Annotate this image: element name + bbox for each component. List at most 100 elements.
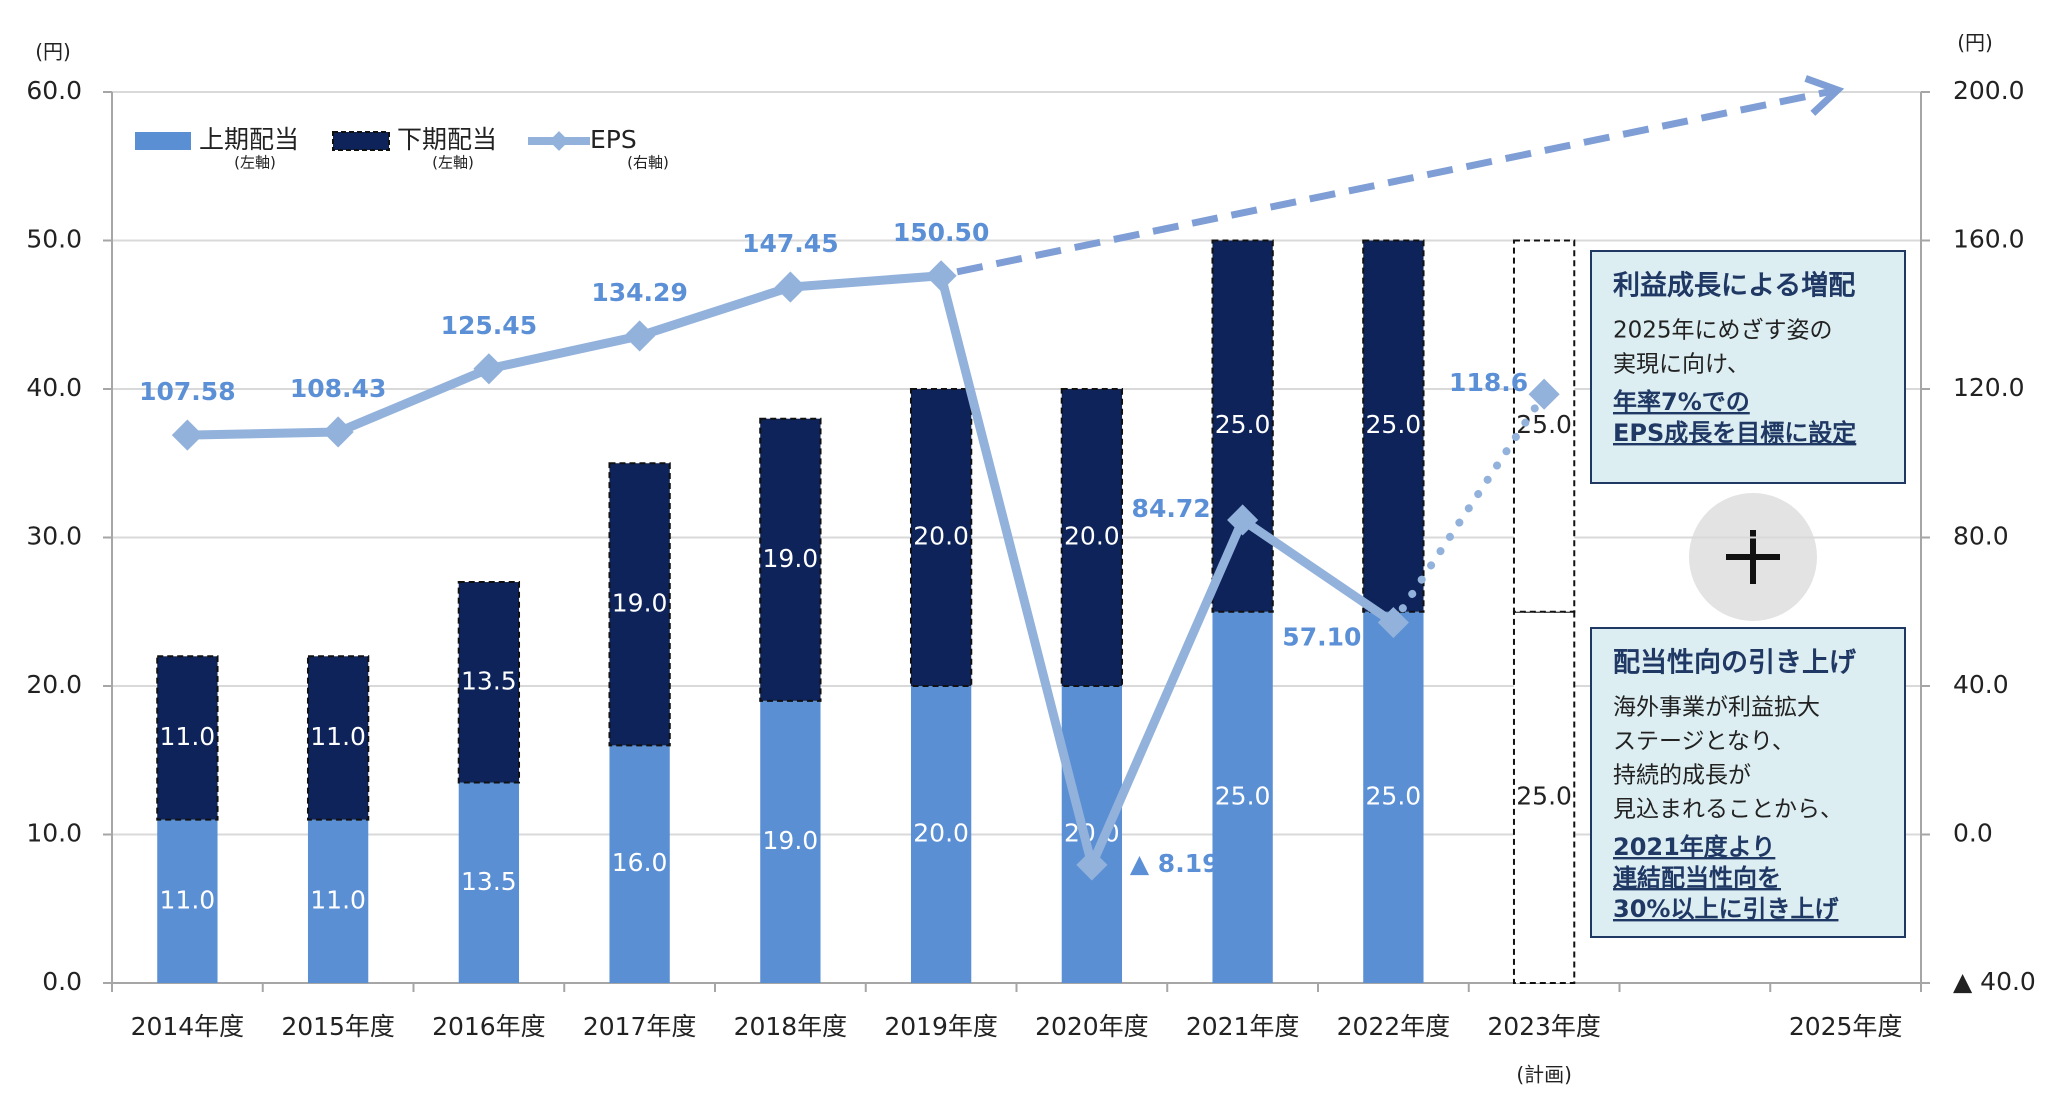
- bar-value-label: 11.0: [160, 722, 216, 751]
- annotation-title: 利益成長による増配: [1613, 270, 1855, 302]
- eps-value-label: 134.29: [591, 278, 687, 307]
- legend-label: 上期配当: [199, 125, 299, 154]
- eps-marker: [473, 353, 505, 385]
- target-arrow: [956, 86, 1839, 276]
- bar-segment: [609, 745, 670, 983]
- y-tick-label: 10.0: [26, 819, 82, 848]
- bar-value-label: 11.0: [310, 722, 366, 751]
- bar-value-label: 20.0: [1064, 522, 1120, 551]
- x-tick-label: 2015年度: [281, 1012, 395, 1041]
- planned-note: (計画): [1516, 1063, 1572, 1087]
- annotation-title: 配当性向の引き上げ: [1613, 647, 1857, 679]
- x-tick-label: 2020年度: [1035, 1012, 1149, 1041]
- bar-value-label: 25.0: [1215, 410, 1271, 439]
- bar-segment: [910, 686, 972, 983]
- eps-marker: [1528, 378, 1560, 410]
- eps-value-label: 108.43: [290, 374, 386, 403]
- eps-marker: [322, 416, 354, 448]
- bar-value-label: 19.0: [763, 826, 819, 855]
- annotation-line: ステージとなり、: [1613, 729, 1795, 755]
- annotation-emphasis: 連結配当性向を: [1613, 864, 1781, 892]
- bar-segment: [1061, 686, 1123, 983]
- legend-swatch: [135, 132, 191, 150]
- bar-value-label: 13.5: [461, 666, 517, 695]
- bar-segment: [608, 462, 671, 747]
- y2-tick-label: ▲ 40.0: [1953, 967, 2036, 996]
- legend-note: (左軸): [234, 154, 276, 172]
- eps-value-label: 118.6: [1449, 368, 1528, 397]
- annotation-line: 見込まれることから、: [1613, 797, 1843, 823]
- bar-segment: [457, 581, 521, 784]
- eps-value-label: 147.45: [742, 229, 838, 258]
- bar-segment: [458, 782, 520, 983]
- eps-value-label: 84.72: [1132, 494, 1211, 523]
- x-tick-label: 2022年度: [1337, 1012, 1451, 1041]
- legend-note: (左軸): [432, 154, 474, 172]
- annotation-line: 実現に向け、: [1613, 352, 1750, 378]
- annotation-box: [1590, 250, 1906, 484]
- bar-segment: [1211, 239, 1274, 613]
- plus-sign: [1726, 530, 1780, 584]
- bar-segment: [1060, 388, 1124, 687]
- bar-segment: [157, 819, 218, 983]
- y-tick-label: 20.0: [26, 670, 82, 699]
- target-arrowhead: [1804, 75, 1845, 116]
- bar-value-label: 19.0: [612, 588, 668, 617]
- bar-value-label: 13.5: [461, 867, 517, 896]
- x-tick-label: 2019年度: [884, 1012, 998, 1041]
- eps-marker: [624, 320, 656, 352]
- legend-marker: [549, 131, 569, 151]
- eps-value-label: 107.58: [139, 377, 235, 406]
- y2-tick-label: 160.0: [1953, 225, 2025, 254]
- bar-value-label: 11.0: [160, 885, 216, 914]
- annotation-emphasis: EPS成長を目標に設定: [1613, 419, 1856, 447]
- y2-axis-unit: (円): [1957, 31, 1993, 55]
- legend-label: 下期配当: [397, 125, 497, 154]
- y-axis-unit: (円): [35, 40, 71, 64]
- eps-marker: [171, 419, 203, 451]
- y2-tick-label: 80.0: [1953, 522, 2009, 551]
- annotation-line: 海外事業が利益拡大: [1613, 695, 1820, 721]
- y-tick-label: 40.0: [26, 373, 82, 402]
- eps-value-label: ▲ 8.19: [1130, 849, 1220, 878]
- eps-marker: [774, 271, 806, 303]
- legend-label: EPS: [590, 125, 637, 154]
- bar-value-label: 19.0: [763, 544, 819, 573]
- bar-segment: [1362, 239, 1425, 613]
- annotation-emphasis: 年率7%での: [1613, 388, 1750, 416]
- y-tick-label: 30.0: [26, 522, 82, 551]
- bar-value-label: 20.0: [913, 522, 969, 551]
- bar-value-label: 25.0: [1366, 410, 1422, 439]
- y-tick-label: 50.0: [26, 225, 82, 254]
- bar-segment: [307, 819, 369, 983]
- legend-swatch: [332, 131, 390, 151]
- bar-value-label: 20.0: [913, 819, 969, 848]
- eps-marker: [925, 260, 957, 292]
- x-tick-label: 2018年度: [734, 1012, 848, 1041]
- annotation-emphasis: 2021年度より: [1613, 833, 1775, 861]
- x-tick-label: 2016年度: [432, 1012, 546, 1041]
- bar-segment: [759, 417, 822, 702]
- x-tick-label: 2014年度: [131, 1012, 245, 1041]
- eps-plan-line: [1389, 390, 1549, 627]
- bar-segment: [1212, 611, 1273, 983]
- y2-tick-label: 40.0: [1953, 670, 2009, 699]
- bar-value-label: 25.0: [1516, 781, 1572, 810]
- legend-note: (右軸): [627, 154, 669, 172]
- annotation-box: [1590, 627, 1906, 938]
- bar-segment: [156, 655, 219, 821]
- y2-tick-label: 200.0: [1953, 76, 2025, 105]
- y-tick-label: 0.0: [42, 967, 82, 996]
- x-tick-label: 2023年度: [1487, 1012, 1601, 1041]
- bar-value-label: 25.0: [1215, 781, 1271, 810]
- bar-segment: [1363, 611, 1424, 983]
- eps-value-label: 57.10: [1282, 623, 1361, 652]
- y2-tick-label: 120.0: [1953, 373, 2025, 402]
- bar-segment: [909, 388, 973, 687]
- annotation-line: 2025年にめざす姿の: [1613, 317, 1833, 344]
- x-tick-label: 2025年度: [1789, 1012, 1903, 1041]
- x-tick-label: 2017年度: [583, 1012, 697, 1041]
- bar-value-label: 25.0: [1366, 781, 1422, 810]
- annotation-emphasis: 30%以上に引き上げ: [1613, 895, 1839, 923]
